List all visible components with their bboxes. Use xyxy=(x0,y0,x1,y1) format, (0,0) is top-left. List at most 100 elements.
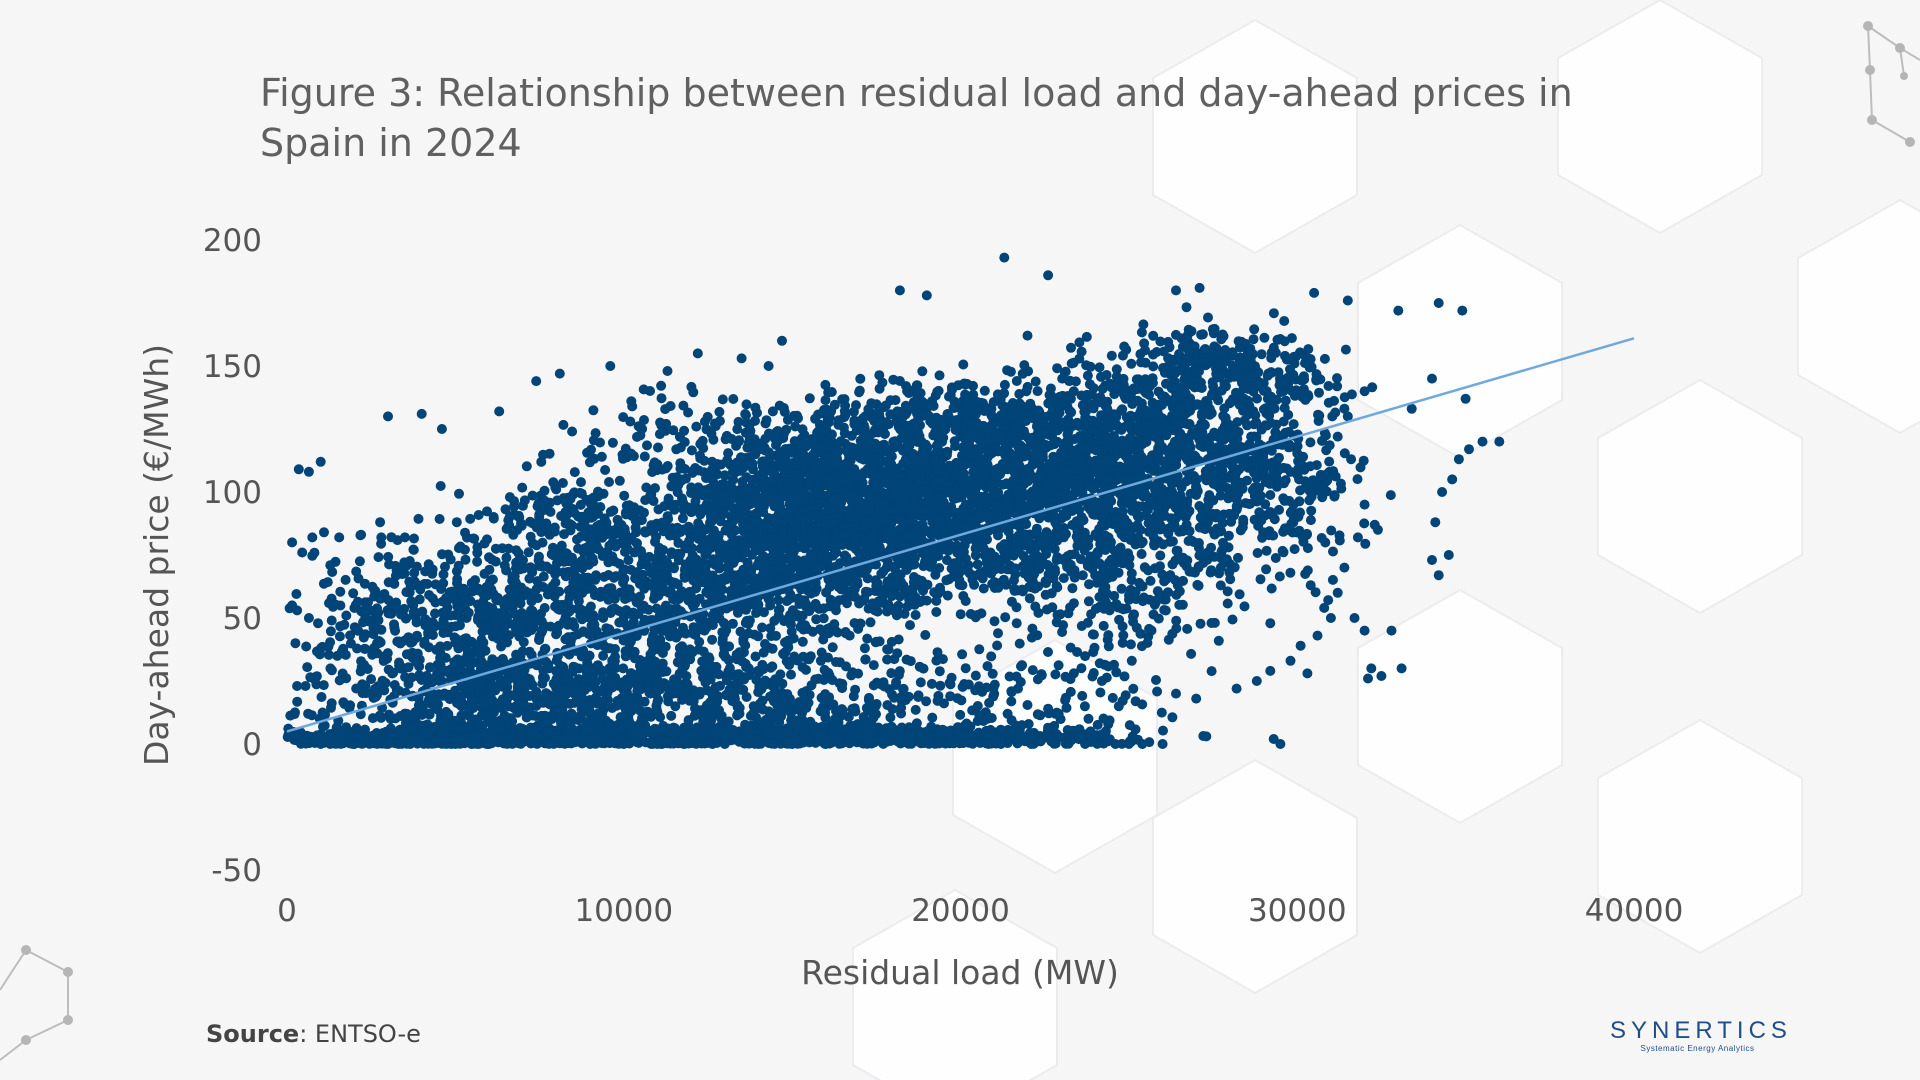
scatter-point-3807 xyxy=(865,617,876,628)
scatter-point-2435 xyxy=(843,712,854,722)
scatter-point-3266 xyxy=(482,590,493,601)
scatter-point-3238 xyxy=(411,617,422,628)
scatter-point-2962 xyxy=(435,481,446,491)
scatter-point-2796 xyxy=(355,666,366,677)
scatter-point-2352 xyxy=(1016,720,1027,731)
scatter-point-3528 xyxy=(599,641,610,652)
scatter-point-2375 xyxy=(1006,696,1017,707)
scatter-point-2328 xyxy=(926,678,937,689)
scatter-point-3440 xyxy=(499,622,510,633)
scatter-point-2765 xyxy=(400,672,411,682)
scatter-point-2415 xyxy=(1167,712,1178,723)
scatter-point-4305 xyxy=(854,618,865,629)
scatter-point-2837 xyxy=(353,625,364,636)
scatter-point-4110 xyxy=(704,589,714,599)
scatter-point-2804 xyxy=(374,636,384,646)
scatter-point-4748 xyxy=(663,493,674,504)
scatter-point-1277 xyxy=(782,726,793,737)
scatter-point-2764 xyxy=(400,561,411,572)
scatter-point-4981 xyxy=(727,511,738,522)
scatter-point-2882 xyxy=(580,684,590,695)
scatter-point-1408 xyxy=(1091,730,1102,741)
scatter-point-3335 xyxy=(570,685,581,696)
scatter-point-2438 xyxy=(867,722,878,733)
scatter-point-3397 xyxy=(753,701,764,711)
scatter-point-3223 xyxy=(629,646,640,657)
scatter-point-2160 xyxy=(569,697,580,708)
scatter-point-1918 xyxy=(640,737,651,748)
network-decoration-bottom-left xyxy=(0,948,69,1061)
scatter-point-2820 xyxy=(354,556,365,567)
scatter-point-2376 xyxy=(986,651,997,662)
scatter-point-3504 xyxy=(624,584,635,595)
scatter-point-2774 xyxy=(341,610,352,621)
scatter-point-2441 xyxy=(1107,692,1118,703)
scatter-point-2243 xyxy=(850,684,861,695)
scatter-point-2391 xyxy=(859,643,870,654)
scatter-point-3331 xyxy=(672,657,683,668)
scatter-point-2390 xyxy=(1016,661,1026,672)
scatter-point-2385 xyxy=(896,691,907,702)
scatter-point-2295 xyxy=(910,704,921,715)
scatter-point-1784 xyxy=(525,722,536,733)
scatter-point-2943 xyxy=(430,579,441,590)
scatter-point-1350 xyxy=(984,729,995,740)
scatter-point-574 xyxy=(351,723,362,734)
scatter-point-2843 xyxy=(555,697,566,707)
scatter-point-2834 xyxy=(401,649,412,660)
scatter-point-2608 xyxy=(309,674,320,685)
scatter-point-2859 xyxy=(340,649,351,660)
scatter-point-2769 xyxy=(325,560,336,571)
scatter-point-2810 xyxy=(349,603,360,613)
scatter-point-3960 xyxy=(751,608,762,618)
scatter-point-2978 xyxy=(455,620,465,631)
scatter-point-1931 xyxy=(683,720,694,731)
scatter-point-2380 xyxy=(1079,701,1090,712)
scatter-point-3357 xyxy=(582,583,593,593)
scatter-point-2817 xyxy=(408,544,419,555)
scatter-point-1383 xyxy=(1003,724,1014,735)
scatter-point-2409 xyxy=(1022,700,1033,710)
scatter-point-4119 xyxy=(707,620,718,630)
scatter-point-3017 xyxy=(744,670,755,680)
scatter-point-2369 xyxy=(1050,669,1061,680)
scatter-point-3236 xyxy=(479,699,490,710)
chart-title-line-2: Spain in 2024 xyxy=(260,121,522,165)
scatter-point-3332 xyxy=(806,680,817,691)
scatter-point-2383 xyxy=(1095,687,1106,698)
scatter-point-2422 xyxy=(1053,708,1064,719)
scatter-point-4104 xyxy=(704,570,715,581)
scatter-point-3654 xyxy=(727,618,738,629)
scatter-point-3526 xyxy=(509,591,520,602)
scatter-point-2176 xyxy=(934,731,944,742)
scatter-point-2826 xyxy=(409,567,420,578)
scatter-point-1769 xyxy=(374,710,385,721)
scatter-point-2326 xyxy=(615,724,626,735)
scatter-point-2855 xyxy=(462,645,473,656)
scatter-point-2679 xyxy=(352,643,363,654)
scatter-point-3575 xyxy=(662,511,673,522)
scatter-point-2681 xyxy=(322,577,333,588)
scatter-point-2405 xyxy=(890,680,901,690)
scatter-point-1388 xyxy=(986,738,997,749)
scatter-point-2792 xyxy=(341,673,352,684)
scatter-point-4052 xyxy=(792,655,803,666)
scatter-point-2395 xyxy=(1032,709,1043,720)
scatter-point-3418 xyxy=(760,675,771,686)
scatter-point-3333 xyxy=(406,596,417,607)
scatter-point-3821 xyxy=(786,626,797,637)
scatter-point-4286 xyxy=(693,644,704,655)
scatter-point-1814 xyxy=(472,732,482,742)
scatter-point-3419 xyxy=(609,656,620,667)
scatter-point-2412 xyxy=(868,660,879,671)
scatter-point-2146 xyxy=(727,696,738,707)
scatter-point-3455 xyxy=(563,585,574,596)
scatter-point-2348 xyxy=(955,709,966,720)
scatter-point-1901 xyxy=(673,738,684,749)
scatter-point-2377 xyxy=(1006,687,1017,698)
scatter-point-3043 xyxy=(435,660,446,671)
scatter-point-4322 xyxy=(905,656,916,667)
scatter-point-2807 xyxy=(409,606,420,617)
scatter-point-2729 xyxy=(540,643,551,654)
scatter-point-4408 xyxy=(697,536,708,547)
